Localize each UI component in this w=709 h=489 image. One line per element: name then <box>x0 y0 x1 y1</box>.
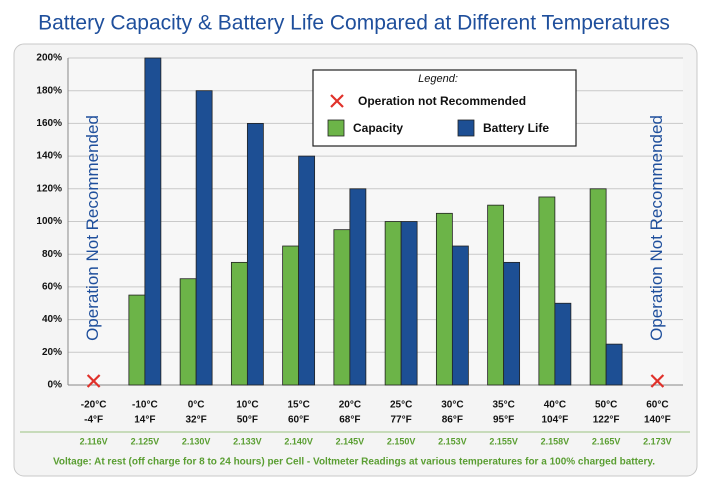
bar <box>128 294 146 386</box>
bar <box>605 343 623 386</box>
y-tick-label: 60% <box>42 282 62 293</box>
x-tick-label: 40°C <box>544 400 566 411</box>
voltage-label: 2.165V <box>592 436 621 446</box>
y-tick-label: 120% <box>36 183 62 194</box>
x-tick-label: 10°C <box>236 400 258 411</box>
voltage-label: 2.140V <box>284 436 313 446</box>
chart-title: Battery Capacity & Battery Life Compared… <box>38 12 670 35</box>
legend-swatch <box>327 119 345 137</box>
voltage-label: 2.150V <box>387 436 416 446</box>
bar <box>487 204 505 386</box>
y-tick-label: 40% <box>42 314 62 325</box>
legend-label: Capacity <box>353 121 403 135</box>
bar <box>435 212 453 386</box>
x-tick-label: 86°F <box>442 415 463 426</box>
voltage-label: 2.116V <box>80 436 108 446</box>
x-tick-label: 14°F <box>134 415 155 426</box>
not-recommended-marker <box>86 374 101 388</box>
bar <box>451 245 469 386</box>
voltage-label: 2.173V <box>643 436 672 446</box>
x-tick-label: 104°F <box>541 415 568 426</box>
bar <box>333 229 351 386</box>
x-tick-label: 30°C <box>441 400 463 411</box>
bar <box>538 196 556 386</box>
x-tick-label: 0°C <box>188 400 205 411</box>
x-tick-label: 68°F <box>339 415 360 426</box>
bar <box>144 57 162 386</box>
bar <box>589 188 607 386</box>
legend-label: Battery Life <box>483 121 549 135</box>
voltage-label: 2.145V <box>336 436 365 446</box>
voltage-label: 2.153V <box>438 436 467 446</box>
x-tick-label: 60°C <box>646 400 668 411</box>
y-tick-label: 200% <box>36 53 62 64</box>
voltage-label: 2.155V <box>489 436 518 446</box>
y-tick-label: 180% <box>36 85 62 96</box>
y-tick-label: 160% <box>36 118 62 129</box>
voltage-label: 2.158V <box>541 436 570 446</box>
voltage-label: 2.133V <box>233 436 262 446</box>
x-tick-label: 95°F <box>493 415 514 426</box>
y-tick-label: 80% <box>42 249 62 260</box>
x-tick-label: 140°F <box>644 415 671 426</box>
y-tick-label: 140% <box>36 151 62 162</box>
not-recommended-marker <box>330 94 344 108</box>
not-recommended-marker <box>650 374 665 388</box>
y-tick-label: 100% <box>36 216 62 227</box>
legend-title: Legend: <box>418 73 458 85</box>
x-tick-label: 32°F <box>186 415 207 426</box>
x-tick-label: 25°C <box>390 400 412 411</box>
y-tick-label: 20% <box>42 347 62 358</box>
x-tick-label: 35°C <box>492 400 514 411</box>
x-tick-label: -4°F <box>84 415 103 426</box>
bar <box>554 302 572 386</box>
bar <box>230 261 248 386</box>
x-tick-label: 50°C <box>595 400 617 411</box>
voltage-label: 2.130V <box>182 436 211 446</box>
side-label: Operation Not Recommended <box>647 115 666 341</box>
bar <box>195 90 213 386</box>
bar <box>400 221 418 386</box>
bar <box>179 278 197 386</box>
x-tick-label: -10°C <box>132 400 158 411</box>
x-tick-label: -20°C <box>81 400 107 411</box>
legend-swatch <box>457 119 475 137</box>
legend-label: Operation not Recommended <box>358 94 526 108</box>
bar <box>349 188 367 386</box>
voltage-label: 2.125V <box>131 436 160 446</box>
bar <box>384 221 402 386</box>
x-tick-label: 15°C <box>287 400 309 411</box>
x-tick-label: 122°F <box>593 415 620 426</box>
legend-box <box>312 69 577 147</box>
x-tick-label: 50°F <box>237 415 258 426</box>
x-tick-label: 60°F <box>288 415 309 426</box>
x-tick-label: 77°F <box>391 415 412 426</box>
footnote: Voltage: At rest (off charge for 8 to 24… <box>53 457 655 468</box>
bar <box>282 245 300 386</box>
bar <box>298 155 316 386</box>
bar <box>246 123 264 386</box>
x-tick-label: 20°C <box>339 400 361 411</box>
y-tick-label: 0% <box>48 380 63 391</box>
side-label: Operation Not Recommended <box>83 115 102 341</box>
bar <box>503 261 521 386</box>
